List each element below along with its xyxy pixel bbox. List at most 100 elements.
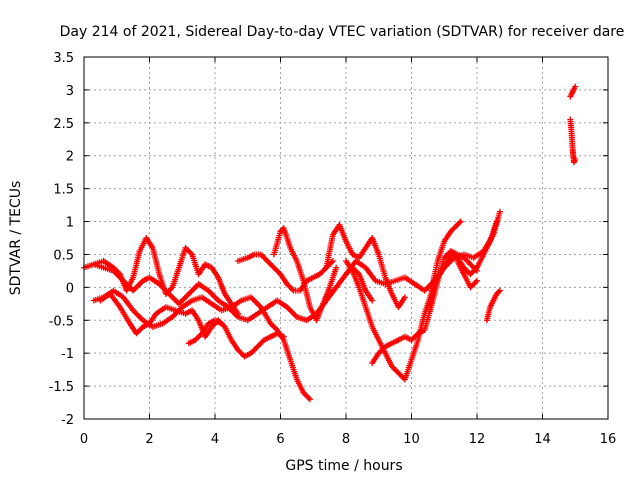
y-tick-label: -2 [61,413,74,428]
chart-title: Day 214 of 2021, Sidereal Day-to-day VTE… [60,24,625,40]
data-point [184,292,191,299]
y-tick-label: 0 [66,281,74,296]
series-sat-f [234,251,336,294]
series-sat-e [185,317,225,347]
series-sat-o [567,83,579,100]
y-tick-label: 3.5 [53,51,74,66]
data-point [572,83,579,90]
y-tick-label: -1.5 [49,380,74,395]
data-point [288,308,295,315]
x-axis-ticks: 0 2 4 6 8 10 12 14 16 [80,57,616,447]
data-point [495,288,502,295]
data-point [171,296,178,303]
x-tick-label: 4 [211,432,219,447]
x-tick-label: 16 [600,432,617,447]
data-point [474,277,480,284]
series-sat-p [567,116,579,166]
series-sat-m [454,258,480,291]
x-axis-label: GPS time / hours [285,458,402,474]
data-point [234,310,241,317]
series-sat-h [323,221,408,311]
data-point [134,283,141,290]
data-point [134,311,141,318]
series-sat-j [343,264,376,304]
data-point [170,295,177,302]
y-tick-label: 1 [66,216,74,231]
data-point [493,218,500,225]
data-point [249,295,256,302]
data-point [369,297,376,304]
data-point [328,259,335,266]
data-points [81,83,579,403]
data-point [130,287,137,294]
data-point [423,286,430,293]
data-point [329,258,336,265]
data-point [168,285,175,292]
data-point [188,288,195,295]
data-point [208,290,215,297]
data-point [472,266,479,273]
grid [84,57,608,419]
y-tick-label: 3 [66,84,74,99]
data-point [137,280,144,287]
data-point [401,294,408,301]
x-tick-label: 12 [469,432,486,447]
data-point [187,289,194,296]
data-point [286,306,293,313]
data-point [252,298,259,305]
data-point [218,320,225,327]
data-point [168,293,175,300]
data-point [333,264,340,271]
data-point [212,294,219,301]
x-tick-label: 10 [403,432,420,447]
x-tick-label: 0 [80,432,88,447]
data-point [305,394,312,401]
data-point [253,299,260,306]
data-point [472,279,479,286]
x-tick-label: 14 [534,432,551,447]
data-point [135,313,142,320]
data-point [191,285,198,292]
data-point [187,250,194,257]
data-point [132,284,139,291]
x-tick-label: 2 [145,432,153,447]
y-tick-label: 2.5 [53,117,74,132]
data-point [354,269,361,276]
series-sat-b [90,287,313,403]
data-point [182,293,189,300]
data-point [289,309,296,316]
x-tick-label: 6 [276,432,284,447]
series-sat-c [90,235,241,317]
data-point [181,295,188,302]
data-point [496,287,503,294]
y-tick-label: 1.5 [53,183,74,198]
data-point [255,301,262,308]
data-point [280,333,287,340]
series-sat-g [270,225,340,324]
y-tick-label: 2 [66,150,74,165]
data-point [173,297,180,304]
data-point [572,156,579,163]
data-point [132,310,139,317]
data-point [291,311,298,318]
data-point [289,286,296,293]
data-point [211,293,218,300]
y-tick-label: 0.5 [53,248,74,263]
data-point [457,218,464,225]
data-point [137,314,144,321]
x-tick-label: 8 [342,432,350,447]
data-point [185,290,192,297]
data-point [474,267,480,274]
data-point [131,286,138,293]
series-sat-l [428,218,464,294]
data-point [456,219,463,226]
series-sat-n [483,287,503,324]
data-point [306,396,313,403]
data-point [496,208,503,215]
y-tick-label: -0.5 [49,314,74,329]
data-point [180,296,187,303]
y-tick-label: -1 [61,347,74,362]
data-point [115,269,122,276]
y-axis-ticks: -2 -1.5 -1 -0.5 0 0.5 1 1.5 2 2.5 3 3.5 [49,51,608,428]
